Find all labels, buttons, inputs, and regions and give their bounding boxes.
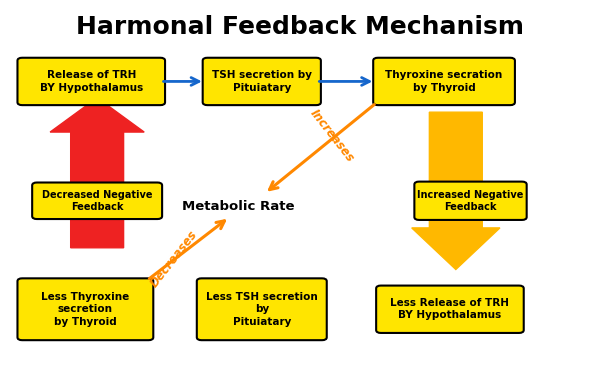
FancyBboxPatch shape <box>203 58 321 105</box>
Polygon shape <box>412 112 500 269</box>
Text: Less Thyroxine
secretion
by Thyroid: Less Thyroxine secretion by Thyroid <box>41 292 130 327</box>
Text: Decreased Negative
Feedback: Decreased Negative Feedback <box>42 190 152 212</box>
FancyBboxPatch shape <box>415 182 527 220</box>
Text: Metabolic Rate: Metabolic Rate <box>182 200 295 213</box>
Text: Decreases: Decreases <box>148 228 200 290</box>
FancyBboxPatch shape <box>17 58 165 105</box>
FancyBboxPatch shape <box>32 183 162 219</box>
Text: Thyroxine secration
by Thyroid: Thyroxine secration by Thyroid <box>385 70 503 93</box>
Text: Increased Negative
Feedback: Increased Negative Feedback <box>418 190 524 212</box>
FancyBboxPatch shape <box>376 286 524 333</box>
Polygon shape <box>50 98 144 248</box>
FancyBboxPatch shape <box>197 278 327 340</box>
Text: TSH secretion by
Pituiatary: TSH secretion by Pituiatary <box>212 70 312 93</box>
Text: Less TSH secretion
by
Pituiatary: Less TSH secretion by Pituiatary <box>206 292 317 327</box>
FancyBboxPatch shape <box>373 58 515 105</box>
Text: Release of TRH
BY Hypothalamus: Release of TRH BY Hypothalamus <box>40 70 143 93</box>
Text: Harmonal Feedback Mechanism: Harmonal Feedback Mechanism <box>76 15 524 39</box>
FancyBboxPatch shape <box>17 278 153 340</box>
Text: Increases: Increases <box>308 107 357 165</box>
Text: Less Release of TRH
BY Hypothalamus: Less Release of TRH BY Hypothalamus <box>391 298 509 320</box>
